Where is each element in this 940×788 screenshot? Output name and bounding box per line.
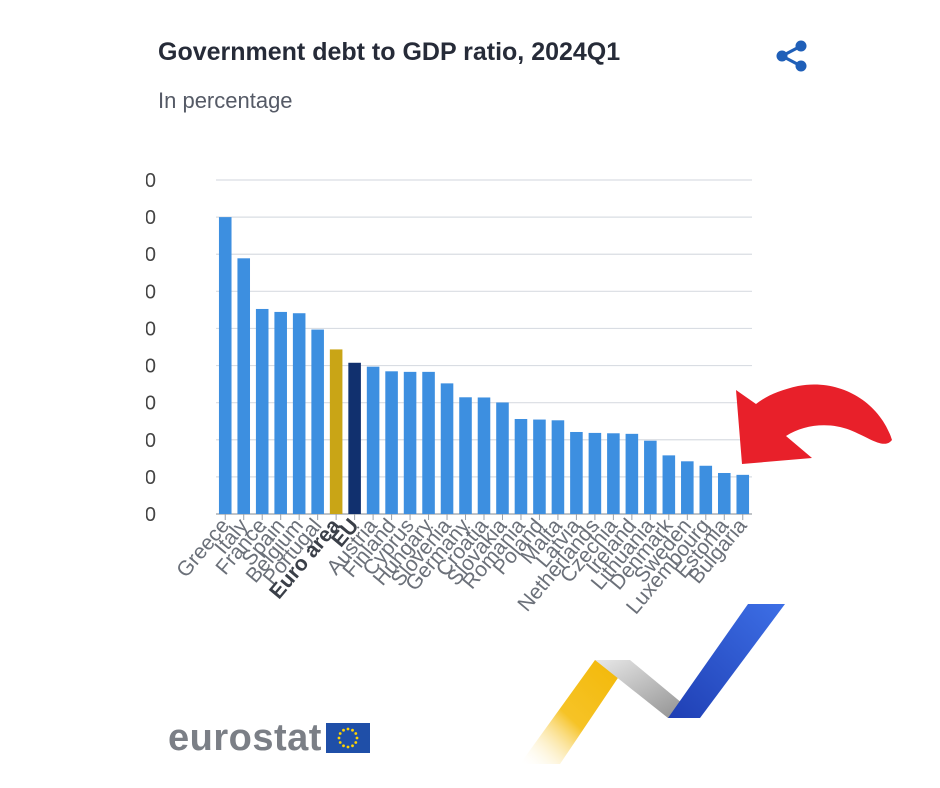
bar-italy bbox=[237, 258, 251, 514]
crop-mask bbox=[0, 160, 146, 534]
bar-latvia bbox=[570, 431, 583, 514]
bar-czechia bbox=[607, 433, 620, 514]
bar-cyprus bbox=[403, 371, 417, 514]
bar-romania bbox=[514, 418, 528, 514]
bar-sweden bbox=[681, 461, 694, 514]
bar-malta bbox=[551, 420, 565, 514]
bar-austria bbox=[366, 366, 380, 514]
bar-poland bbox=[533, 419, 546, 514]
bar-estonia bbox=[717, 472, 731, 514]
bar-chart: 020406080100120140160180GreeceItalyFranc… bbox=[0, 160, 752, 619]
bar-belgium bbox=[292, 313, 306, 514]
bar-greece bbox=[218, 217, 232, 514]
bar-portugal bbox=[311, 329, 324, 514]
logo-text: eurostat bbox=[168, 716, 322, 759]
bar-spain bbox=[274, 311, 287, 514]
bar-france bbox=[255, 308, 269, 514]
bar-euro-area bbox=[329, 349, 343, 514]
bar-eu bbox=[348, 362, 361, 514]
curved-arrow-icon bbox=[736, 384, 892, 464]
bar-croatia bbox=[477, 397, 491, 514]
bar-ireland bbox=[625, 433, 639, 514]
bar-netherlands bbox=[588, 432, 602, 514]
bar-finland bbox=[385, 371, 398, 514]
y-tick-label: 0 bbox=[145, 504, 156, 526]
bar-denmark bbox=[662, 455, 676, 514]
bar-hungary bbox=[422, 371, 435, 514]
bar-luxembourg bbox=[699, 465, 713, 514]
eu-flag-icon bbox=[325, 723, 370, 753]
share-icon[interactable] bbox=[774, 38, 812, 74]
bar-lithuania bbox=[644, 440, 657, 514]
bar-slovakia bbox=[496, 402, 509, 514]
bar-slovenia bbox=[440, 383, 454, 514]
chart-subtitle: In percentage bbox=[158, 88, 293, 113]
eurostat-logo: eurostat bbox=[168, 716, 370, 760]
chart-title: Government debt to GDP ratio, 2024Q1 bbox=[158, 38, 621, 66]
bar-bulgaria bbox=[736, 474, 750, 514]
decorative-ribbon bbox=[520, 604, 785, 764]
bar-germany bbox=[459, 397, 472, 514]
